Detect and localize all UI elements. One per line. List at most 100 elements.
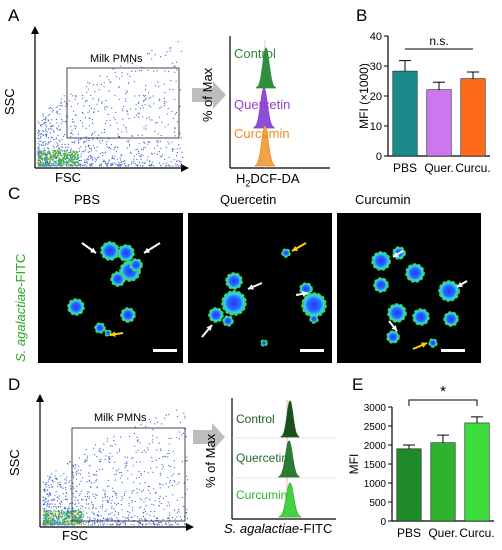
scatter-dot bbox=[37, 132, 39, 134]
panel-d-y-axis-label: SSC bbox=[7, 449, 22, 476]
scatter-dot bbox=[153, 147, 156, 149]
scatter-dot bbox=[136, 436, 138, 438]
scatter-dot bbox=[127, 478, 129, 480]
scatter-dot bbox=[106, 509, 108, 511]
scatter-dot bbox=[53, 164, 55, 166]
scatter-dot bbox=[125, 128, 127, 130]
scatter-dot bbox=[81, 164, 84, 166]
scatter-dot bbox=[154, 492, 156, 494]
scatter-dot bbox=[98, 98, 100, 100]
scatter-dot bbox=[130, 163, 132, 165]
cell bbox=[444, 312, 458, 326]
scatter-dot bbox=[128, 139, 130, 141]
scatter-dot bbox=[70, 164, 73, 167]
scatter-dot bbox=[147, 156, 149, 158]
scatter-dot bbox=[53, 138, 55, 141]
scatter-dot bbox=[89, 465, 91, 467]
pointer-arrowhead bbox=[144, 247, 150, 253]
scatter-dot bbox=[159, 501, 161, 503]
scatter-dot bbox=[84, 159, 86, 161]
scatter-dot bbox=[64, 157, 66, 160]
scatter-dot bbox=[47, 160, 49, 163]
scatter-dot bbox=[44, 497, 47, 499]
scatter-dot bbox=[65, 479, 67, 481]
scatter-dot bbox=[166, 51, 168, 53]
scatter-dot bbox=[47, 147, 49, 149]
panel-a-histogram bbox=[229, 36, 330, 169]
scatter-dot bbox=[181, 434, 183, 436]
scatter-dot bbox=[78, 509, 80, 512]
scatter-dot bbox=[172, 62, 174, 64]
scatter-dot bbox=[135, 70, 137, 72]
scatter-dot bbox=[50, 140, 52, 142]
scatter-dot bbox=[47, 152, 50, 155]
scatter-dot bbox=[136, 492, 138, 494]
scatter-dot bbox=[91, 157, 93, 159]
scatter-dot bbox=[108, 485, 110, 487]
scatter-dot bbox=[77, 499, 79, 501]
scatter-dot bbox=[45, 136, 48, 138]
scatter-dot bbox=[154, 510, 156, 512]
scatter-dot bbox=[160, 106, 162, 108]
scatter-dot bbox=[80, 505, 82, 507]
scatter-dot bbox=[175, 80, 177, 82]
scatter-dot bbox=[115, 443, 117, 445]
scatter-dot bbox=[53, 499, 56, 501]
scatter-dot bbox=[150, 152, 153, 154]
scatter-dot bbox=[92, 522, 94, 524]
scatter-dot bbox=[68, 165, 70, 167]
scatter-dot bbox=[95, 480, 97, 482]
scatter-dot bbox=[172, 89, 174, 91]
scatter-dot bbox=[49, 476, 51, 478]
scatter-dot bbox=[101, 504, 103, 506]
scatter-dot bbox=[43, 503, 45, 505]
scatter-dot bbox=[108, 460, 110, 462]
scatter-dot bbox=[96, 157, 99, 159]
scatter-dot bbox=[47, 524, 50, 526]
scatter-dot bbox=[152, 441, 154, 443]
y-axis-label: MFI (×1000) bbox=[357, 63, 371, 129]
scatter-dot bbox=[98, 100, 100, 102]
scatter-dot bbox=[117, 502, 119, 505]
scatter-dot bbox=[169, 524, 171, 526]
scatter-dot bbox=[160, 135, 162, 137]
scatter-dot bbox=[145, 426, 147, 428]
scatter-dot bbox=[74, 98, 76, 100]
scatter-dot bbox=[154, 152, 156, 154]
scatter-dot bbox=[93, 512, 95, 514]
scatter-dot bbox=[75, 126, 77, 128]
cell bbox=[209, 308, 223, 322]
scatter-dot bbox=[138, 95, 140, 97]
scatter-dot bbox=[74, 518, 76, 521]
scatter-dot bbox=[179, 132, 181, 134]
scatter-dot bbox=[53, 147, 55, 149]
scatter-dot bbox=[109, 518, 111, 520]
scatter-dot bbox=[98, 511, 100, 513]
scatter-dot bbox=[151, 153, 153, 155]
scatter-dot bbox=[99, 140, 101, 142]
scatter-dot bbox=[76, 523, 78, 526]
scatter-dot bbox=[162, 163, 164, 165]
scatter-dot bbox=[122, 105, 125, 107]
scatter-dot bbox=[169, 514, 171, 516]
scatter-dot bbox=[112, 68, 114, 70]
scatter-dot bbox=[86, 503, 88, 505]
scatter-dot bbox=[66, 476, 68, 478]
scatter-dot bbox=[106, 517, 108, 520]
scatter-dot bbox=[48, 484, 50, 486]
panel-a-row-quercetin-label: Quercetin bbox=[234, 97, 291, 112]
scatter-dot bbox=[147, 141, 150, 143]
scatter-dot bbox=[74, 504, 76, 506]
scatter-dot bbox=[153, 103, 155, 105]
scatter-dot bbox=[60, 101, 63, 103]
scatter-dot bbox=[45, 143, 47, 145]
scatter-dot bbox=[55, 522, 58, 525]
pointer-arrowhead bbox=[393, 251, 399, 257]
scatter-dot bbox=[78, 465, 80, 467]
scatter-dot bbox=[126, 147, 128, 149]
histogram-peak bbox=[278, 440, 300, 478]
scatter-dot bbox=[184, 417, 186, 419]
scatter-dot bbox=[131, 506, 133, 508]
scatter-dot bbox=[40, 140, 42, 142]
